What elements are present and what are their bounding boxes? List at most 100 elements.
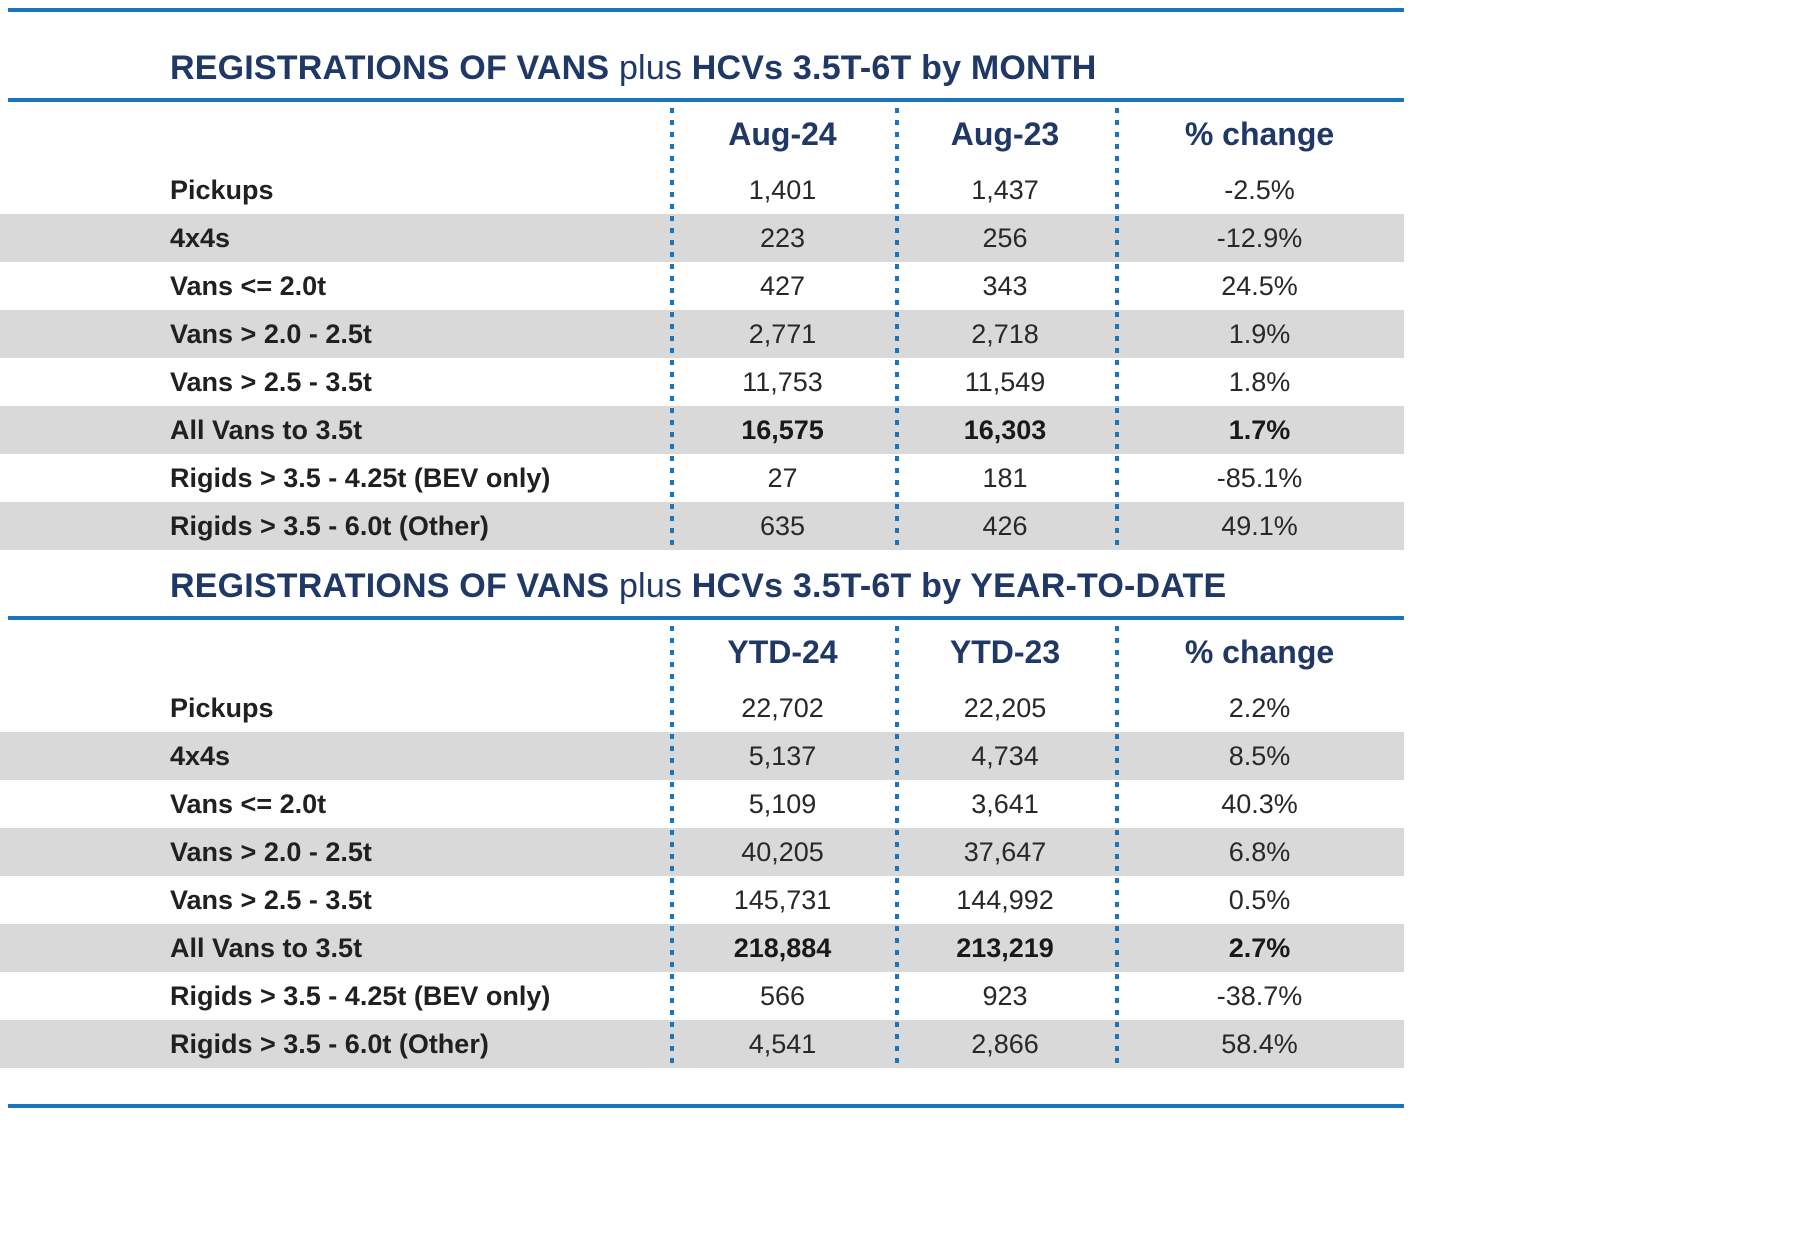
- month-title-part-3: HCVs 3.5T-6T by MONTH: [691, 49, 1097, 87]
- row-label: Rigids > 3.5 - 6.0t (Other): [170, 510, 489, 541]
- row-label: Vans > 2.5 - 3.5t: [170, 366, 372, 397]
- value-current: 22,702: [741, 692, 824, 723]
- value-current: 427: [759, 270, 806, 301]
- row-label: Vans <= 2.0t: [170, 788, 327, 819]
- value-pct-change: 1.7%: [1228, 414, 1291, 445]
- value-previous: 3,641: [971, 788, 1039, 819]
- value-current: 16,575: [741, 414, 824, 445]
- value-previous: 343: [982, 270, 1028, 301]
- value-current: 566: [759, 980, 806, 1011]
- value-previous: 1,437: [971, 174, 1039, 205]
- row-label: All Vans to 3.5t: [170, 932, 363, 963]
- value-current: 223: [759, 222, 806, 253]
- column-header-pct-change: % change: [1184, 633, 1335, 670]
- value-previous: 426: [982, 510, 1028, 541]
- value-current: 2,771: [748, 318, 817, 349]
- value-current: 218,884: [733, 932, 832, 963]
- month-table-header-row: Aug-24 Aug-23 % change: [0, 102, 1404, 166]
- value-current: 635: [759, 510, 806, 541]
- value-previous: 144,992: [956, 884, 1054, 915]
- table-row-rigids-other: Rigids > 3.5 - 6.0t (Other) 4,541 2,866 …: [0, 1020, 1404, 1069]
- table-row-all-vans-total: All Vans to 3.5t 16,575 16,303 1.7%: [0, 406, 1404, 455]
- dotted-column-separator: [895, 626, 899, 1067]
- value-pct-change: 0.5%: [1228, 884, 1291, 915]
- value-previous: 37,647: [963, 836, 1047, 867]
- table-row-vans-2-25t: Vans > 2.0 - 2.5t 2,771 2,718 1.9%: [0, 310, 1404, 359]
- column-header-aug-23: Aug-23: [950, 115, 1060, 152]
- row-label: 4x4s: [170, 222, 231, 253]
- value-previous: 22,205: [963, 692, 1047, 723]
- table-row-rigids-bev: Rigids > 3.5 - 4.25t (BEV only) 27 181 -…: [0, 454, 1404, 502]
- value-previous: 2,718: [971, 318, 1039, 349]
- table-row-vans-25-35t: Vans > 2.5 - 3.5t 11,753 11,549 1.8%: [0, 358, 1404, 406]
- value-current: 4,541: [748, 1028, 817, 1059]
- value-previous: 11,549: [964, 366, 1046, 397]
- row-label: Rigids > 3.5 - 6.0t (Other): [170, 1028, 489, 1059]
- ytd-section-title: REGISTRATIONS OF VANS plus HCVs 3.5T-6T …: [170, 566, 1796, 606]
- value-pct-change: -2.5%: [1224, 174, 1295, 205]
- table-row-rigids-bev: Rigids > 3.5 - 4.25t (BEV only) 566 923 …: [0, 972, 1404, 1020]
- dotted-column-separator: [670, 108, 674, 549]
- value-previous: 16,303: [963, 414, 1047, 445]
- dotted-column-separator: [1115, 108, 1119, 549]
- value-pct-change: 49.1%: [1221, 510, 1298, 541]
- value-current: 40,205: [741, 836, 824, 867]
- bottom-divider-rule: [8, 1104, 1404, 1109]
- ytd-title-underline: [8, 616, 1404, 621]
- table-row-vans-2-25t: Vans > 2.0 - 2.5t 40,205 37,647 6.8%: [0, 828, 1404, 877]
- value-previous: 4,734: [971, 740, 1039, 771]
- top-divider-rule: [8, 8, 1404, 12]
- month-title-part-1: REGISTRATIONS OF VANS: [170, 49, 610, 87]
- row-label: 4x4s: [170, 740, 231, 771]
- ytd-table: YTD-24 YTD-23 % change Pickups 22,702 22…: [0, 620, 1404, 1069]
- table-row-vans-le-2t: Vans <= 2.0t 5,109 3,641 40.3%: [0, 780, 1404, 828]
- table-row-pickups: Pickups 1,401 1,437 -2.5%: [0, 166, 1404, 214]
- value-current: 5,109: [748, 788, 817, 819]
- ytd-title-part-1: REGISTRATIONS OF VANS: [170, 567, 610, 606]
- table-row-all-vans-total: All Vans to 3.5t 218,884 213,219 2.7%: [0, 924, 1404, 973]
- row-label: Rigids > 3.5 - 4.25t (BEV only): [170, 980, 551, 1011]
- dotted-column-separator: [670, 626, 674, 1067]
- value-current: 5,137: [748, 740, 817, 771]
- table-row-pickups: Pickups 22,702 22,205 2.2%: [0, 684, 1404, 732]
- month-title-part-2: plus: [618, 49, 683, 87]
- row-label: All Vans to 3.5t: [170, 414, 363, 445]
- value-previous: 256: [982, 222, 1028, 253]
- table-row-vans-25-35t: Vans > 2.5 - 3.5t 145,731 144,992 0.5%: [0, 876, 1404, 924]
- row-label: Vans > 2.0 - 2.5t: [170, 318, 372, 349]
- value-pct-change: -38.7%: [1216, 980, 1303, 1011]
- dotted-column-separator: [1115, 626, 1119, 1067]
- value-pct-change: -12.9%: [1216, 222, 1303, 253]
- value-pct-change: 1.8%: [1228, 366, 1291, 397]
- value-current: 145,731: [733, 884, 832, 915]
- value-pct-change: 6.8%: [1228, 836, 1291, 867]
- month-section-title: REGISTRATIONS OF VANS plus HCVs 3.5T-6T …: [170, 48, 1796, 88]
- row-label: Pickups: [170, 692, 274, 723]
- ytd-title-part-2: plus: [618, 567, 683, 606]
- table-row-vans-le-2t: Vans <= 2.0t 427 343 24.5%: [0, 262, 1404, 310]
- month-table: Aug-24 Aug-23 % change Pickups 1,401 1,4…: [0, 102, 1404, 551]
- value-pct-change: 2.7%: [1228, 932, 1291, 963]
- column-header-aug-24: Aug-24: [728, 115, 837, 152]
- value-pct-change: 1.9%: [1228, 318, 1291, 349]
- row-label: Vans > 2.5 - 3.5t: [170, 884, 372, 915]
- row-label: Rigids > 3.5 - 4.25t (BEV only): [170, 462, 551, 493]
- month-title-underline: [8, 98, 1404, 103]
- ytd-title-part-3: HCVs 3.5T-6T by YEAR-TO-DATE: [691, 567, 1227, 606]
- column-header-ytd-23: YTD-23: [949, 633, 1061, 670]
- value-previous: 213,219: [956, 932, 1054, 963]
- table-row-4x4s: 4x4s 5,137 4,734 8.5%: [0, 732, 1404, 781]
- row-label: Pickups: [170, 174, 274, 205]
- column-header-ytd-24: YTD-24: [727, 633, 838, 670]
- ytd-table-header-row: YTD-24 YTD-23 % change: [0, 620, 1404, 684]
- value-current: 11,753: [742, 366, 823, 397]
- value-pct-change: 58.4%: [1221, 1028, 1298, 1059]
- value-previous: 2,866: [971, 1028, 1039, 1059]
- row-label: Vans > 2.0 - 2.5t: [170, 836, 372, 867]
- value-current: 27: [767, 462, 798, 493]
- value-current: 1,401: [748, 174, 817, 205]
- value-pct-change: 2.2%: [1228, 692, 1291, 723]
- table-row-rigids-other: Rigids > 3.5 - 6.0t (Other) 635 426 49.1…: [0, 502, 1404, 551]
- value-pct-change: 40.3%: [1221, 788, 1298, 819]
- dotted-column-separator: [895, 108, 899, 549]
